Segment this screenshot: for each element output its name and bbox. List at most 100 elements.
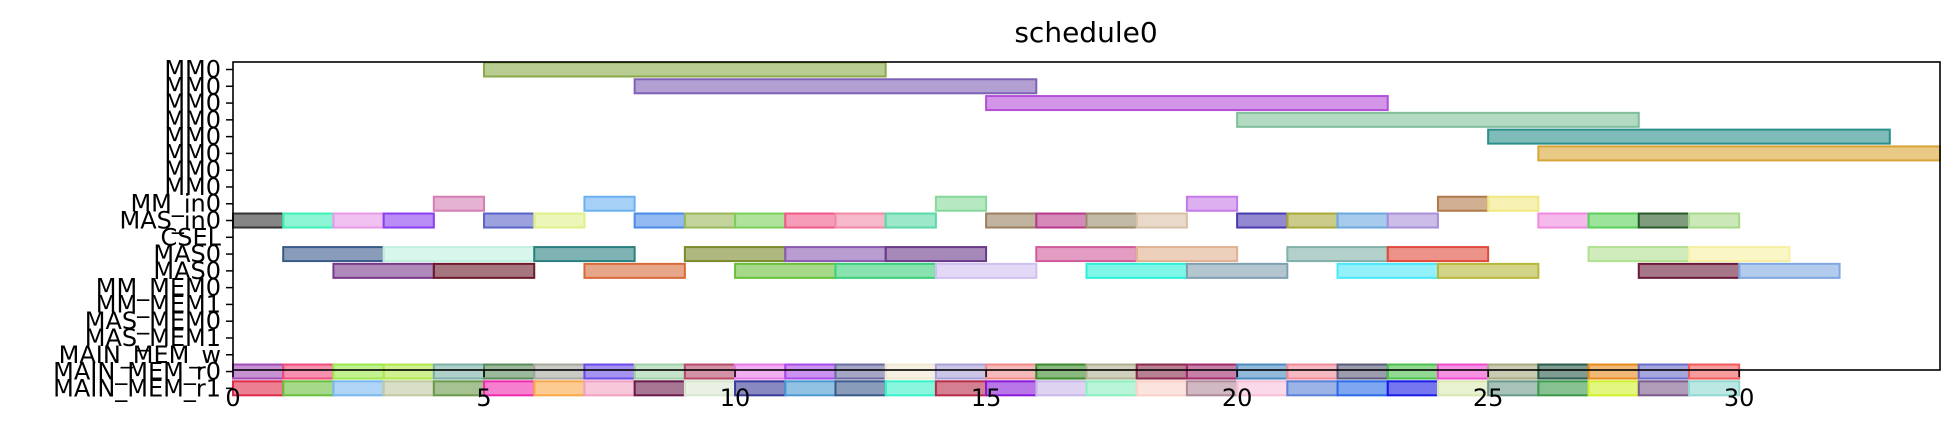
gantt-bar bbox=[1338, 214, 1388, 228]
gantt-bar bbox=[835, 264, 935, 278]
gantt-bar bbox=[484, 365, 534, 379]
gantt-bar bbox=[1639, 264, 1739, 278]
gantt-bar bbox=[936, 365, 986, 379]
gantt-bar bbox=[1287, 214, 1337, 228]
gantt-bar bbox=[434, 264, 534, 278]
x-tick-label: 0 bbox=[225, 384, 240, 412]
x-tick-label: 25 bbox=[1473, 384, 1504, 412]
gantt-bar bbox=[434, 197, 484, 211]
gantt-bar bbox=[584, 381, 634, 395]
gantt-bar bbox=[936, 264, 1036, 278]
x-tick-label: 10 bbox=[720, 384, 751, 412]
bars-layer bbox=[233, 63, 1940, 396]
gantt-bar bbox=[886, 214, 936, 228]
gantt-bar bbox=[1187, 264, 1287, 278]
gantt-bar bbox=[1488, 130, 1890, 144]
gantt-bar bbox=[233, 214, 283, 228]
chart-title: schedule0 bbox=[1014, 16, 1157, 49]
gantt-bar bbox=[333, 264, 433, 278]
gantt-bar bbox=[635, 214, 685, 228]
y-tick-label: MAIN_MEM_r1 bbox=[53, 374, 221, 402]
gantt-bar bbox=[685, 214, 735, 228]
x-tick-label: 5 bbox=[476, 384, 491, 412]
gantt-bar bbox=[735, 365, 785, 379]
gantt-bar bbox=[1488, 365, 1538, 379]
gantt-bar bbox=[1639, 365, 1689, 379]
gantt-bar bbox=[484, 214, 534, 228]
gantt-bar bbox=[1589, 381, 1639, 395]
gantt-bar bbox=[1338, 365, 1388, 379]
gantt-bar bbox=[1739, 264, 1839, 278]
gantt-bar bbox=[384, 381, 434, 395]
gantt-bar bbox=[1087, 381, 1137, 395]
gantt-bar bbox=[283, 381, 333, 395]
gantt-bar bbox=[1087, 365, 1137, 379]
gantt-bar bbox=[1639, 214, 1689, 228]
gantt-bar bbox=[886, 365, 936, 379]
gantt-bar bbox=[1388, 214, 1438, 228]
gantt-bar bbox=[785, 214, 835, 228]
gantt-bar bbox=[1338, 264, 1438, 278]
gantt-bar bbox=[1187, 197, 1237, 211]
gantt-bar bbox=[534, 365, 584, 379]
gantt-bar bbox=[785, 247, 885, 261]
gantt-bar bbox=[1639, 381, 1689, 395]
gantt-bar bbox=[1036, 214, 1086, 228]
gantt-bar bbox=[283, 247, 383, 261]
gantt-bar bbox=[635, 381, 685, 395]
gantt-bar bbox=[534, 247, 634, 261]
gantt-bar bbox=[1237, 365, 1287, 379]
gantt-bar bbox=[1036, 247, 1136, 261]
gantt-bar bbox=[1689, 247, 1789, 261]
gantt-bar bbox=[1689, 214, 1739, 228]
gantt-bar bbox=[835, 214, 885, 228]
gantt-bar bbox=[936, 197, 986, 211]
gantt-bar bbox=[986, 96, 1388, 110]
gantt-bar bbox=[384, 365, 434, 379]
gantt-bar bbox=[1589, 214, 1639, 228]
gantt-bar bbox=[1087, 214, 1137, 228]
gantt-bar bbox=[384, 214, 434, 228]
gantt-bar bbox=[1187, 365, 1237, 379]
gantt-bar bbox=[1036, 381, 1086, 395]
gantt-bar bbox=[886, 381, 936, 395]
gantt-bar bbox=[283, 365, 333, 379]
gantt-bar bbox=[1589, 365, 1639, 379]
gantt-bar bbox=[886, 247, 986, 261]
gantt-bar bbox=[534, 381, 584, 395]
gantt-bar bbox=[986, 214, 1036, 228]
gantt-bar bbox=[1237, 214, 1287, 228]
gantt-bar bbox=[735, 264, 835, 278]
gantt-bar bbox=[1438, 264, 1538, 278]
gantt-bar bbox=[986, 365, 1036, 379]
gantt-bar bbox=[233, 365, 283, 379]
x-tick-label: 30 bbox=[1724, 384, 1755, 412]
gantt-bar bbox=[685, 365, 735, 379]
gantt-bar bbox=[1538, 214, 1588, 228]
gantt-bar bbox=[1287, 381, 1337, 395]
gantt-bar bbox=[685, 247, 785, 261]
x-tick-label: 15 bbox=[971, 384, 1002, 412]
gantt-bar bbox=[635, 79, 1037, 93]
gantt-bar bbox=[1388, 365, 1438, 379]
gantt-bar bbox=[1689, 365, 1739, 379]
gantt-bar bbox=[333, 214, 383, 228]
gantt-bar bbox=[484, 63, 886, 77]
gantt-bar bbox=[584, 365, 634, 379]
gantt-bar bbox=[1137, 214, 1187, 228]
gantt-bar bbox=[1237, 113, 1639, 127]
gantt-bar bbox=[1137, 247, 1237, 261]
gantt-bar bbox=[1338, 381, 1388, 395]
gantt-bar bbox=[434, 365, 484, 379]
gantt-bar bbox=[1538, 381, 1588, 395]
gantt-bar bbox=[1287, 247, 1387, 261]
gantt-bar bbox=[1438, 365, 1488, 379]
gantt-bar bbox=[1388, 381, 1438, 395]
gantt-bar bbox=[1036, 365, 1086, 379]
gantt-bar bbox=[333, 365, 383, 379]
x-tick-label: 20 bbox=[1222, 384, 1253, 412]
gantt-bar bbox=[283, 214, 333, 228]
gantt-bar bbox=[384, 247, 535, 261]
gantt-bar bbox=[635, 365, 685, 379]
